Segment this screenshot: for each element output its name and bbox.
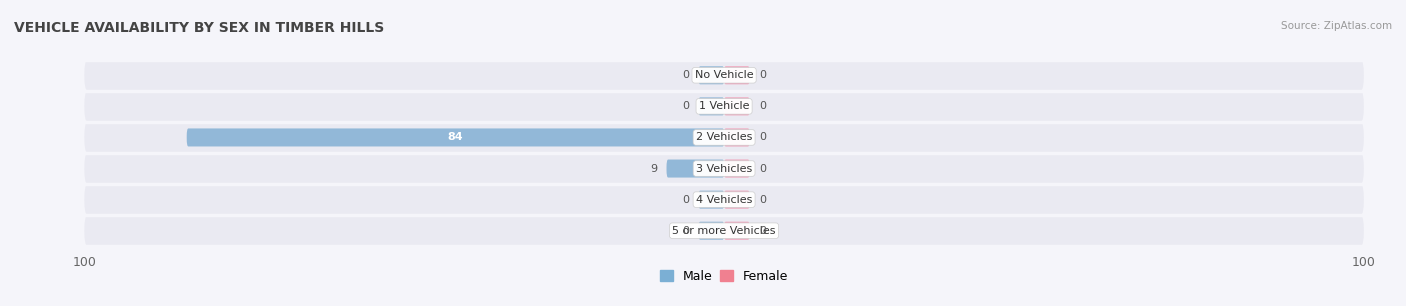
FancyBboxPatch shape (724, 97, 749, 115)
FancyBboxPatch shape (666, 159, 724, 177)
FancyBboxPatch shape (699, 191, 724, 209)
FancyBboxPatch shape (724, 66, 749, 84)
Text: 0: 0 (682, 70, 689, 80)
FancyBboxPatch shape (84, 122, 1364, 152)
Text: 0: 0 (682, 101, 689, 111)
Text: No Vehicle: No Vehicle (695, 70, 754, 80)
Legend: Male, Female: Male, Female (655, 265, 793, 288)
Text: 0: 0 (759, 195, 766, 205)
Text: 0: 0 (759, 226, 766, 236)
Text: 4 Vehicles: 4 Vehicles (696, 195, 752, 205)
Text: 0: 0 (682, 195, 689, 205)
FancyBboxPatch shape (84, 60, 1364, 90)
FancyBboxPatch shape (724, 129, 749, 147)
Text: 3 Vehicles: 3 Vehicles (696, 163, 752, 174)
FancyBboxPatch shape (724, 159, 749, 177)
Text: 0: 0 (682, 226, 689, 236)
FancyBboxPatch shape (699, 222, 724, 240)
Text: 0: 0 (759, 163, 766, 174)
Text: 2 Vehicles: 2 Vehicles (696, 132, 752, 143)
FancyBboxPatch shape (84, 154, 1364, 184)
FancyBboxPatch shape (187, 129, 724, 147)
Text: 5 or more Vehicles: 5 or more Vehicles (672, 226, 776, 236)
FancyBboxPatch shape (84, 91, 1364, 121)
FancyBboxPatch shape (84, 216, 1364, 246)
Text: 84: 84 (447, 132, 463, 143)
FancyBboxPatch shape (724, 191, 749, 209)
Text: 0: 0 (759, 101, 766, 111)
FancyBboxPatch shape (724, 222, 749, 240)
Text: 0: 0 (759, 132, 766, 143)
Text: 1 Vehicle: 1 Vehicle (699, 101, 749, 111)
Text: 9: 9 (650, 163, 657, 174)
FancyBboxPatch shape (699, 97, 724, 115)
Text: 0: 0 (759, 70, 766, 80)
FancyBboxPatch shape (699, 66, 724, 84)
Text: VEHICLE AVAILABILITY BY SEX IN TIMBER HILLS: VEHICLE AVAILABILITY BY SEX IN TIMBER HI… (14, 21, 384, 35)
Text: Source: ZipAtlas.com: Source: ZipAtlas.com (1281, 21, 1392, 32)
FancyBboxPatch shape (84, 185, 1364, 215)
